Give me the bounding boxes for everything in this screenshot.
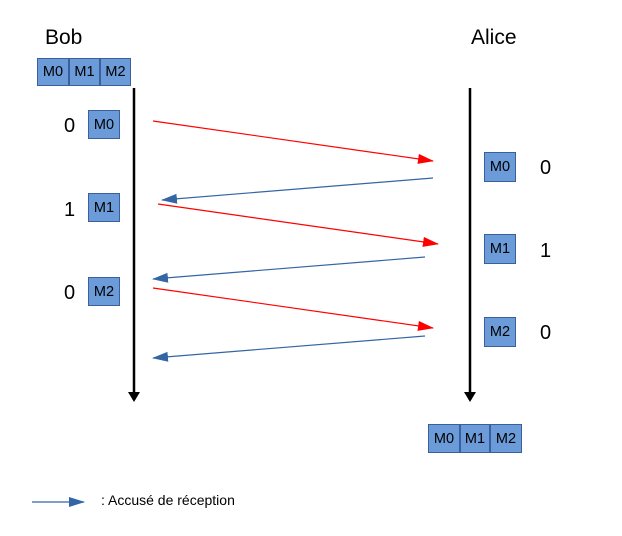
- message-arrow-m2: [152, 287, 434, 331]
- alice-queue-m2: M2: [490, 424, 522, 453]
- alice-label: Alice: [471, 26, 517, 49]
- bob-msg-m1: M1: [88, 193, 120, 222]
- bob-queue-m2: M2: [100, 58, 131, 86]
- legend-label: : Accusé de réception: [101, 492, 235, 508]
- alice-seq-2: 0: [540, 322, 552, 344]
- bob-seq-2: 0: [64, 282, 76, 304]
- alice-msg-m2: M2: [484, 317, 516, 347]
- alice-queue-m0: M0: [428, 424, 460, 453]
- alice-msg-m0: M0: [484, 152, 516, 182]
- alice-seq-0: 0: [540, 157, 552, 179]
- bob-queue-m1: M1: [69, 58, 100, 86]
- bob-seq-1: 1: [64, 199, 76, 221]
- ack-arrow-1: [152, 256, 426, 283]
- alice-msg-m1: M1: [484, 234, 516, 264]
- bob-label: Bob: [45, 26, 83, 49]
- bob-seq-0: 0: [64, 115, 76, 137]
- bob-msg-m0: M0: [88, 110, 120, 139]
- bob-queue-m0: M0: [37, 58, 69, 86]
- alice-queue-m1: M1: [460, 424, 490, 453]
- message-arrow-m0: [152, 120, 434, 164]
- alice-seq-1: 1: [540, 240, 552, 262]
- bob-msg-m2: M2: [88, 277, 120, 306]
- ack-arrow-0: [161, 177, 434, 204]
- message-arrow-m1: [157, 203, 439, 247]
- ack-arrow-2: [152, 335, 426, 362]
